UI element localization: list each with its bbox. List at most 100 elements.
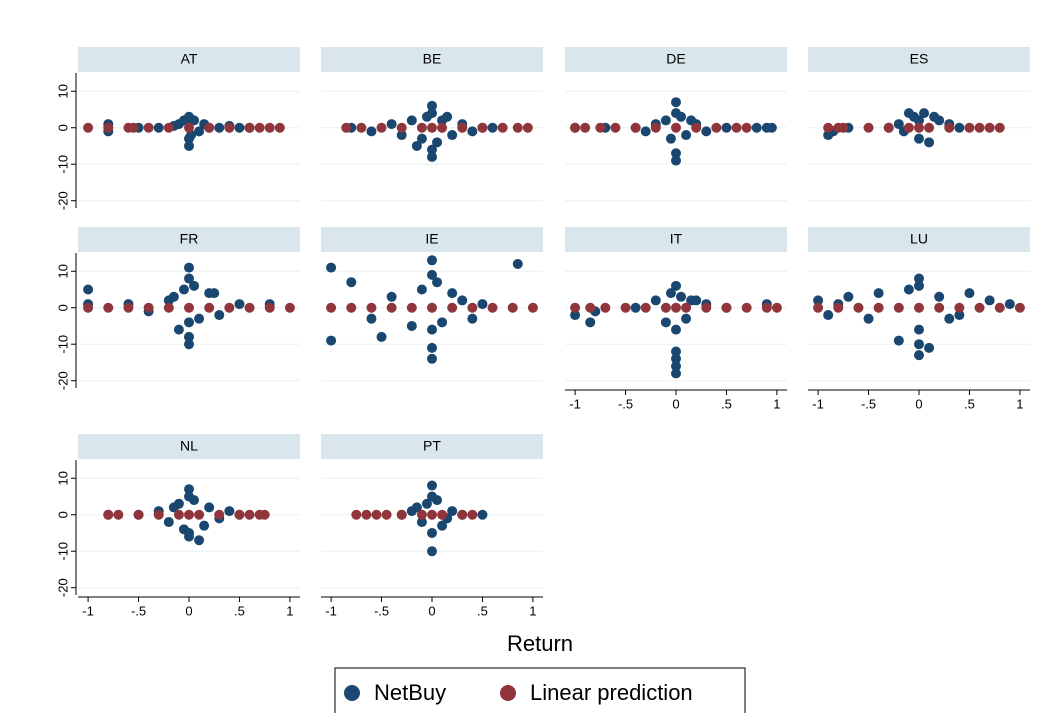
panel-title: NL [180, 438, 198, 454]
panel-title: DE [666, 51, 685, 67]
y-tick-label: 10 [55, 84, 70, 98]
x-tick-label: .5 [721, 396, 732, 411]
point [173, 509, 184, 520]
point [964, 288, 975, 299]
point [427, 269, 437, 280]
point [437, 122, 448, 133]
point [113, 509, 124, 520]
point [665, 133, 676, 144]
point [660, 317, 671, 328]
point [914, 115, 924, 126]
point [214, 122, 225, 133]
panel-title: PT [423, 438, 441, 454]
point [823, 310, 834, 321]
panel-title: BE [423, 51, 442, 67]
point [128, 122, 139, 133]
point [711, 122, 722, 133]
x-tick-label: -1 [812, 396, 824, 411]
point [406, 320, 417, 331]
point [346, 302, 357, 313]
point [143, 302, 154, 313]
point [665, 288, 676, 299]
point [376, 122, 387, 133]
point [570, 302, 581, 313]
point [457, 509, 468, 520]
point [168, 502, 179, 513]
point [326, 302, 337, 313]
point [570, 122, 581, 133]
point [994, 302, 1005, 313]
x-tick-label: 1 [286, 603, 293, 618]
x-tick-label: -.5 [131, 603, 146, 618]
point [766, 122, 777, 133]
point [630, 302, 641, 313]
point [326, 335, 337, 346]
point [751, 122, 762, 133]
point [356, 122, 367, 133]
point [447, 130, 458, 141]
point [143, 122, 154, 133]
point [199, 520, 210, 531]
point [204, 302, 215, 313]
point [457, 295, 468, 306]
point [681, 302, 692, 313]
point [974, 122, 985, 133]
point [163, 302, 174, 313]
point [522, 122, 533, 133]
point [411, 140, 422, 151]
point [427, 144, 437, 155]
y-tick-label: 10 [55, 471, 70, 485]
point [427, 100, 437, 111]
panel-title: LU [910, 231, 928, 247]
x-tick-label: 0 [428, 603, 435, 618]
point [944, 313, 955, 324]
point [934, 291, 945, 302]
point [671, 97, 681, 108]
x-tick-label: -1 [569, 396, 581, 411]
y-tick-label: -10 [55, 542, 70, 561]
point [184, 302, 194, 313]
point [512, 258, 523, 269]
point [838, 122, 849, 133]
panel-strip [565, 227, 787, 252]
point [863, 313, 874, 324]
point [640, 126, 651, 137]
x-tick-label: 1 [529, 603, 536, 618]
point [527, 302, 538, 313]
point [467, 313, 478, 324]
point [244, 122, 255, 133]
point [507, 302, 518, 313]
point [671, 324, 681, 335]
x-tick-label: 1 [1016, 396, 1023, 411]
point [376, 331, 387, 342]
point [671, 302, 681, 313]
point [184, 317, 194, 328]
point [914, 280, 924, 291]
point [467, 302, 478, 313]
point [671, 122, 681, 133]
point [929, 111, 940, 122]
point [184, 140, 194, 151]
point [741, 122, 752, 133]
point [184, 262, 194, 273]
x-tick-label: -.5 [374, 603, 389, 618]
point [427, 108, 437, 119]
point [168, 291, 179, 302]
point [994, 122, 1005, 133]
point [467, 126, 478, 137]
point [676, 291, 687, 302]
x-axis-label: Return [507, 631, 573, 656]
panel-strip [78, 227, 300, 252]
legend-marker [500, 685, 516, 701]
point [731, 122, 742, 133]
point [194, 535, 205, 546]
point [883, 122, 894, 133]
point [660, 302, 671, 313]
y-tick-label: -20 [55, 191, 70, 210]
point [366, 302, 377, 313]
point [386, 302, 397, 313]
point [396, 122, 407, 133]
point [741, 302, 752, 313]
point [954, 302, 965, 313]
